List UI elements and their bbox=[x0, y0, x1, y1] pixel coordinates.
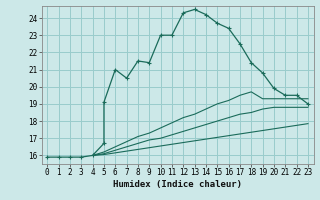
X-axis label: Humidex (Indice chaleur): Humidex (Indice chaleur) bbox=[113, 180, 242, 189]
